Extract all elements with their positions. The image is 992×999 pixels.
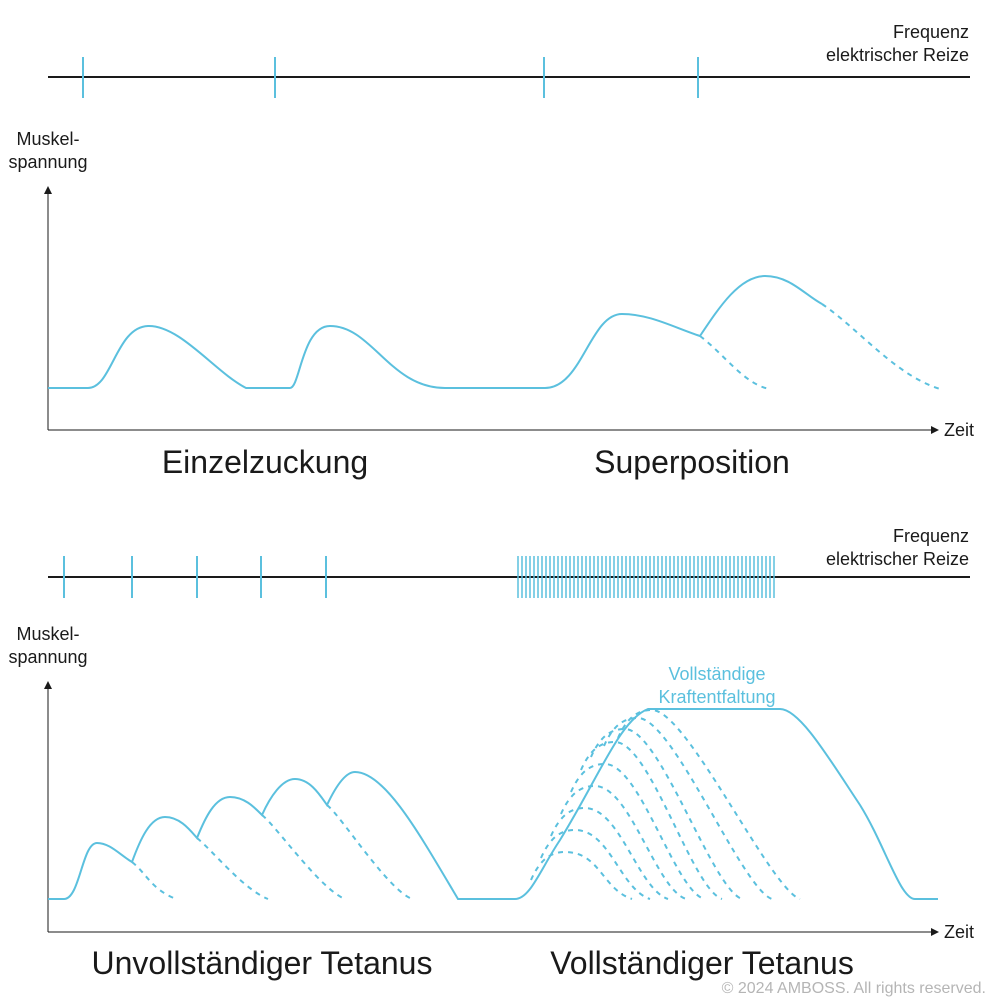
top-frequency-label-line2: elektrischer Reize	[826, 45, 969, 65]
dashed-decay-curve	[196, 837, 269, 900]
top-y-axis-label-line1: Muskel-	[16, 129, 79, 149]
dashed-decay-curve	[326, 804, 413, 900]
top-stimulus-ticks	[82, 57, 699, 98]
superposition-dashed-decay-2	[821, 303, 941, 390]
superposition-dashed-decay-1	[699, 335, 771, 390]
top-left-title: Einzelzuckung	[162, 444, 368, 480]
top-x-axis-label: Zeit	[944, 420, 974, 440]
dashed-decay-curve	[590, 727, 743, 900]
bottom-y-axis-label-line1: Muskel-	[16, 624, 79, 644]
annotation-line2: Kraftentfaltung	[658, 687, 775, 707]
bottom-panel: Frequenz elektrischer Reize Muskel- span…	[8, 526, 974, 981]
bottom-right-title: Vollständiger Tetanus	[550, 945, 854, 981]
bottom-y-axis-label-line2: spannung	[8, 647, 87, 667]
complete-tetanus-curve	[514, 708, 938, 900]
dashed-decay-curve	[261, 814, 346, 900]
bottom-stimulus-ticks-sparse	[63, 556, 327, 598]
bottom-left-title: Unvollständiger Tetanus	[92, 945, 433, 981]
annotation-line1: Vollständige	[668, 664, 765, 684]
incomplete-tetanus-curve	[48, 770, 515, 900]
bottom-frequency-label-line1: Frequenz	[893, 526, 969, 546]
dashed-decay-curve	[550, 806, 669, 900]
single-twitch-curve	[48, 274, 823, 389]
top-right-title: Superposition	[594, 444, 790, 480]
dashed-decay-curve	[560, 784, 687, 900]
dashed-decay-curve	[530, 850, 633, 900]
top-tension-curves	[48, 274, 941, 390]
dashed-decay-curves	[131, 708, 801, 900]
bottom-tension-curves	[48, 708, 938, 900]
copyright-notice: © 2024 AMBOSS. All rights reserved.	[722, 980, 986, 997]
top-panel: Frequenz elektrischer Reize Muskel- span…	[8, 22, 974, 480]
bottom-frequency-label-line2: elektrischer Reize	[826, 549, 969, 569]
bottom-stimulus-ticks-dense	[517, 556, 775, 598]
dashed-decay-curve	[131, 861, 177, 900]
dashed-decay-curve	[617, 708, 801, 900]
dashed-decay-curve	[540, 828, 651, 900]
top-frequency-label-line1: Frequenz	[893, 22, 969, 42]
top-y-axis-label-line2: spannung	[8, 152, 87, 172]
bottom-x-axis-label: Zeit	[944, 922, 974, 942]
dashed-decay-curve	[603, 716, 773, 900]
